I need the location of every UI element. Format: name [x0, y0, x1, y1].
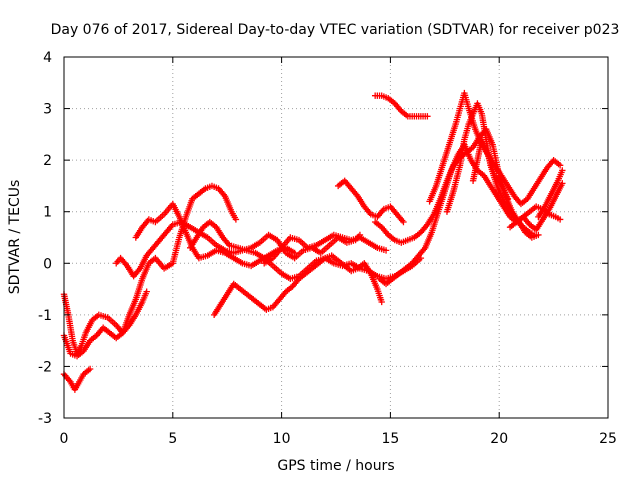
x-tick-label: 20	[490, 431, 508, 447]
y-tick-label: -1	[38, 308, 52, 324]
x-tick-label: 0	[60, 431, 69, 447]
y-tick-label: 1	[43, 205, 52, 221]
data-point-marker	[291, 249, 298, 257]
y-tick-label: -2	[38, 359, 52, 375]
data-point-marker	[559, 167, 566, 174]
chart-title: Day 076 of 2017, Sidereal Day-to-day VTE…	[51, 22, 620, 38]
data-point-marker	[559, 180, 566, 187]
y-tick-labels: -3 -2 -1 0 1 2 3 4	[38, 50, 52, 427]
data-point-marker	[400, 218, 407, 226]
data-point-marker	[556, 216, 564, 223]
y-tick-label: 3	[43, 102, 52, 118]
series-arc-o	[506, 180, 566, 233]
data-point-marker	[556, 162, 564, 169]
x-tick-label: 15	[381, 431, 399, 447]
axis-ticks	[63, 56, 609, 419]
x-tick-label: 25	[599, 431, 617, 447]
y-axis-label: SDTVAR / TECUs	[7, 180, 23, 295]
series-arc-j	[371, 92, 431, 120]
x-tick-labels: 0 5 10 15 20 25	[60, 431, 617, 447]
data-points	[60, 89, 566, 393]
series-arc-q	[469, 136, 512, 203]
x-tick-label: 5	[168, 431, 177, 447]
data-point-marker	[530, 231, 538, 239]
data-point-marker	[143, 288, 150, 295]
y-tick-label: 0	[43, 256, 52, 272]
data-point-marker	[382, 247, 390, 254]
y-tick-label: -3	[38, 411, 52, 427]
data-point-marker	[424, 113, 431, 120]
data-point-marker	[232, 216, 240, 223]
data-point-marker	[378, 298, 385, 306]
series-arc-e	[132, 200, 298, 270]
x-axis-label: GPS time / hours	[277, 458, 394, 474]
plot-frame	[63, 56, 609, 419]
data-point-marker	[504, 195, 512, 203]
series-arc-h	[260, 231, 390, 267]
x-tick-label: 10	[273, 431, 291, 447]
y-tick-label: 2	[43, 153, 52, 169]
series-arc-i	[334, 177, 407, 226]
series-arc-g	[210, 252, 385, 319]
series-arc-a	[60, 365, 94, 393]
y-tick-label: 4	[43, 50, 52, 66]
data-point-marker	[86, 365, 94, 373]
series-arc-p	[535, 167, 566, 221]
